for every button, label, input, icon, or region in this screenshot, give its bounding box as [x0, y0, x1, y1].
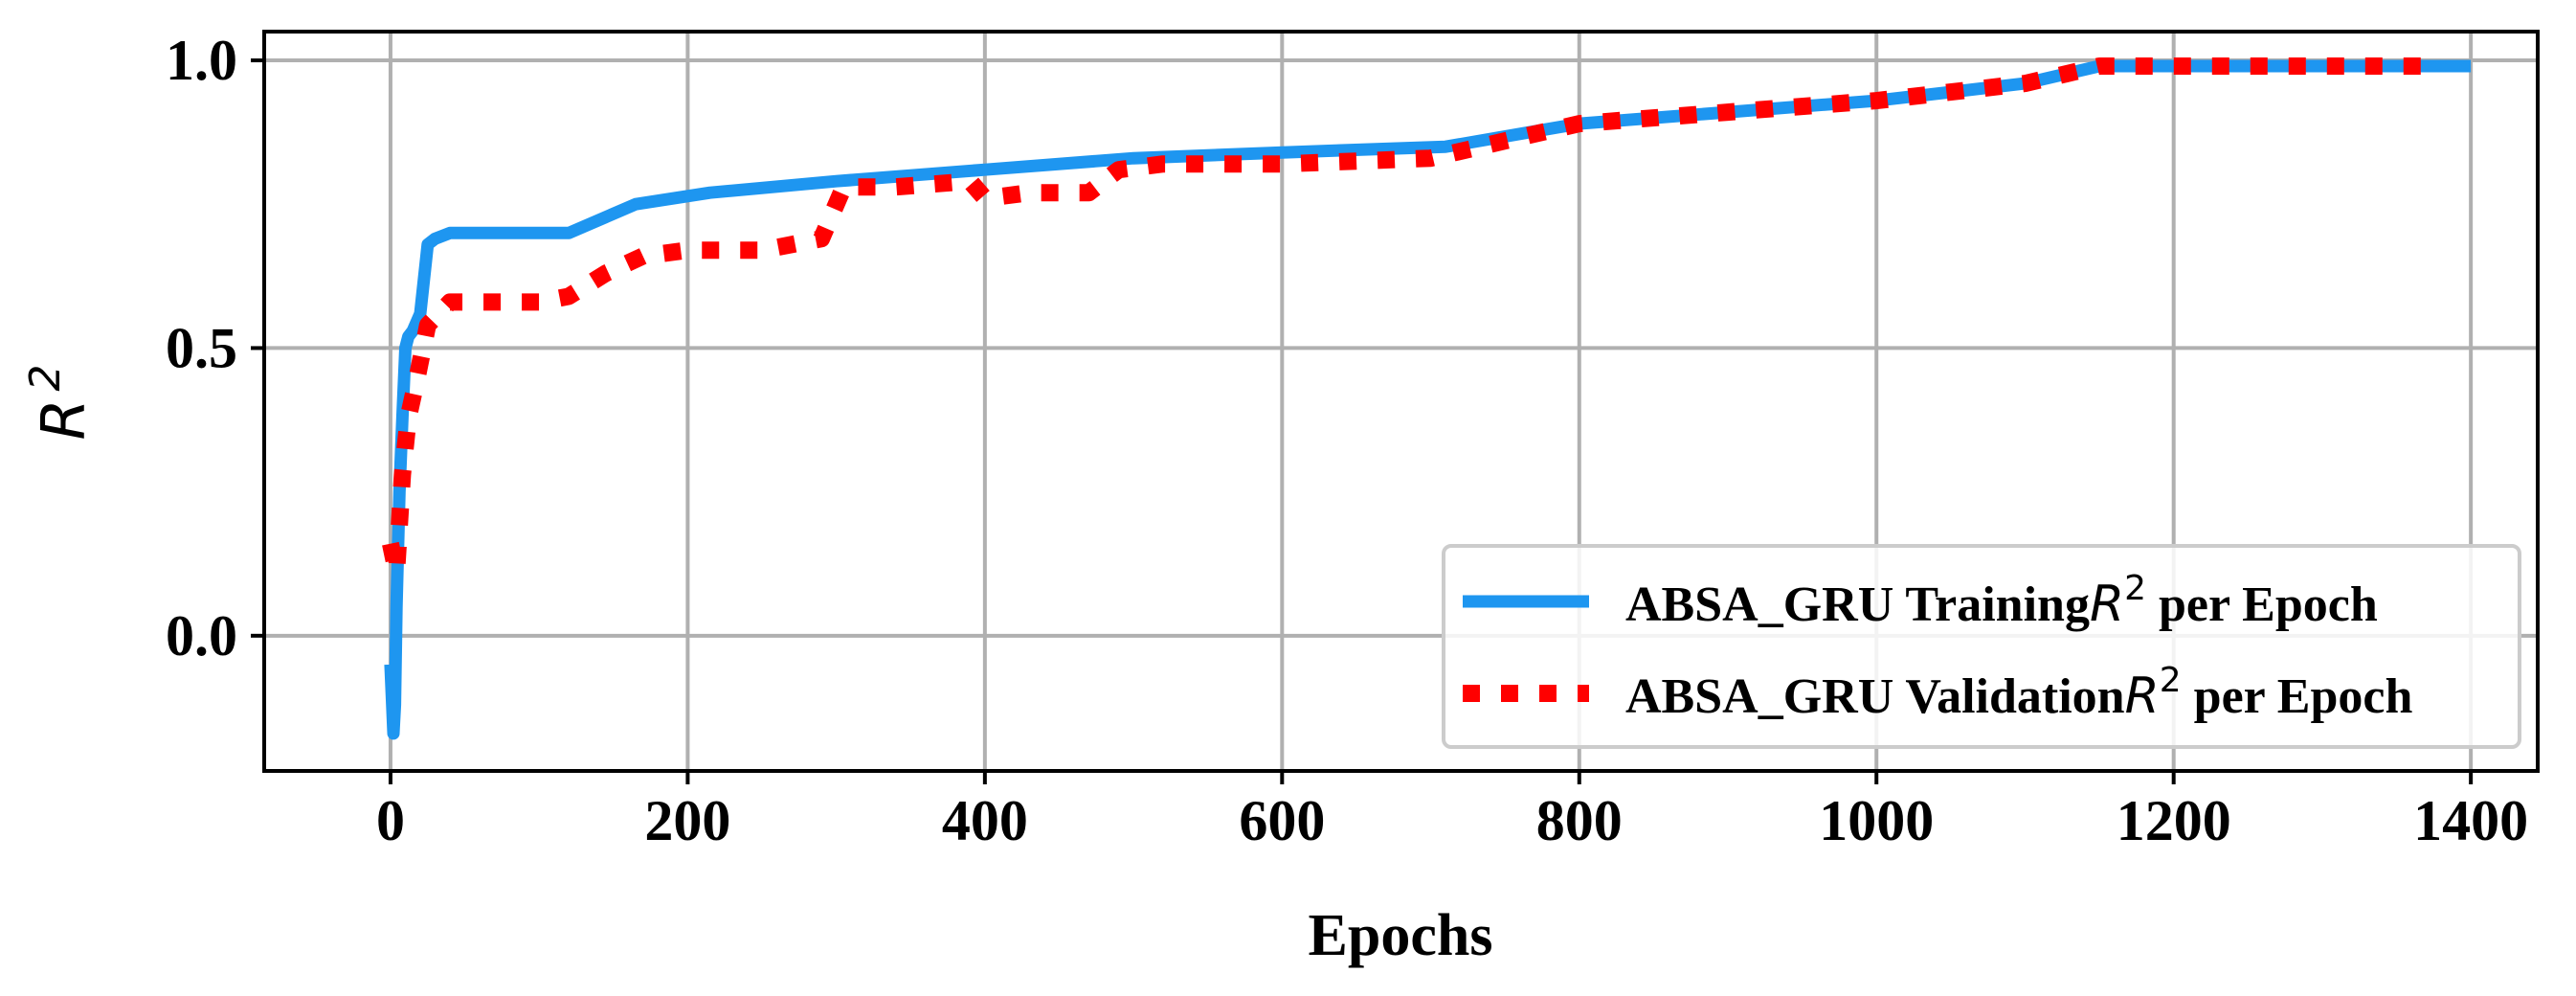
x-axis-label: Epochs: [1309, 903, 1493, 968]
legend-label-validation: ABSA_GRU ValidationR2 per Epoch: [1625, 661, 2412, 725]
series-layer: [382, 57, 2472, 740]
legend: ABSA_GRU TrainingR2 per Epoch ABSA_GRU V…: [1442, 544, 2521, 749]
legend-training-suffix: per Epoch: [2146, 577, 2378, 632]
x-tick-label: 1200: [2117, 789, 2231, 852]
x-tick-label: 200: [644, 789, 730, 852]
y-tick-label: 0.0: [166, 604, 237, 668]
legend-box: [1442, 544, 2521, 749]
y-tick-label: 1.0: [166, 29, 237, 92]
legend-label-training: ABSA_GRU TrainingR2 per Epoch: [1625, 569, 2378, 633]
legend-validation-sup: 2: [2160, 661, 2182, 700]
x-tick-label: 1400: [2413, 789, 2528, 852]
x-tick-label: 600: [1239, 789, 1325, 852]
y-axis-label-base: R: [29, 398, 99, 440]
x-tick-label: 800: [1536, 789, 1623, 852]
legend-validation-suffix: per Epoch: [2182, 669, 2413, 724]
x-tick-label: 1000: [1819, 789, 1934, 852]
legend-validation-prefix: ABSA_GRU Validation: [1625, 669, 2125, 724]
plot-frame: [262, 30, 2540, 773]
legend-validation-r: R: [2125, 668, 2160, 725]
x-tick-label: 0: [376, 789, 405, 852]
y-axis-label-superscript: 2: [21, 364, 70, 391]
legend-training-sup: 2: [2124, 569, 2146, 608]
y-axis-label: R2: [21, 364, 99, 440]
legend-training-prefix: ABSA_GRU Training: [1625, 577, 2090, 632]
x-tick-label: 400: [942, 789, 1028, 852]
legend-training-r: R: [2090, 576, 2124, 633]
y-tick-label: 0.5: [166, 316, 237, 379]
tick-layer: 0 200 400 600 800 1000 1200 1400 0.0 0.5 1.0: [166, 29, 2528, 852]
